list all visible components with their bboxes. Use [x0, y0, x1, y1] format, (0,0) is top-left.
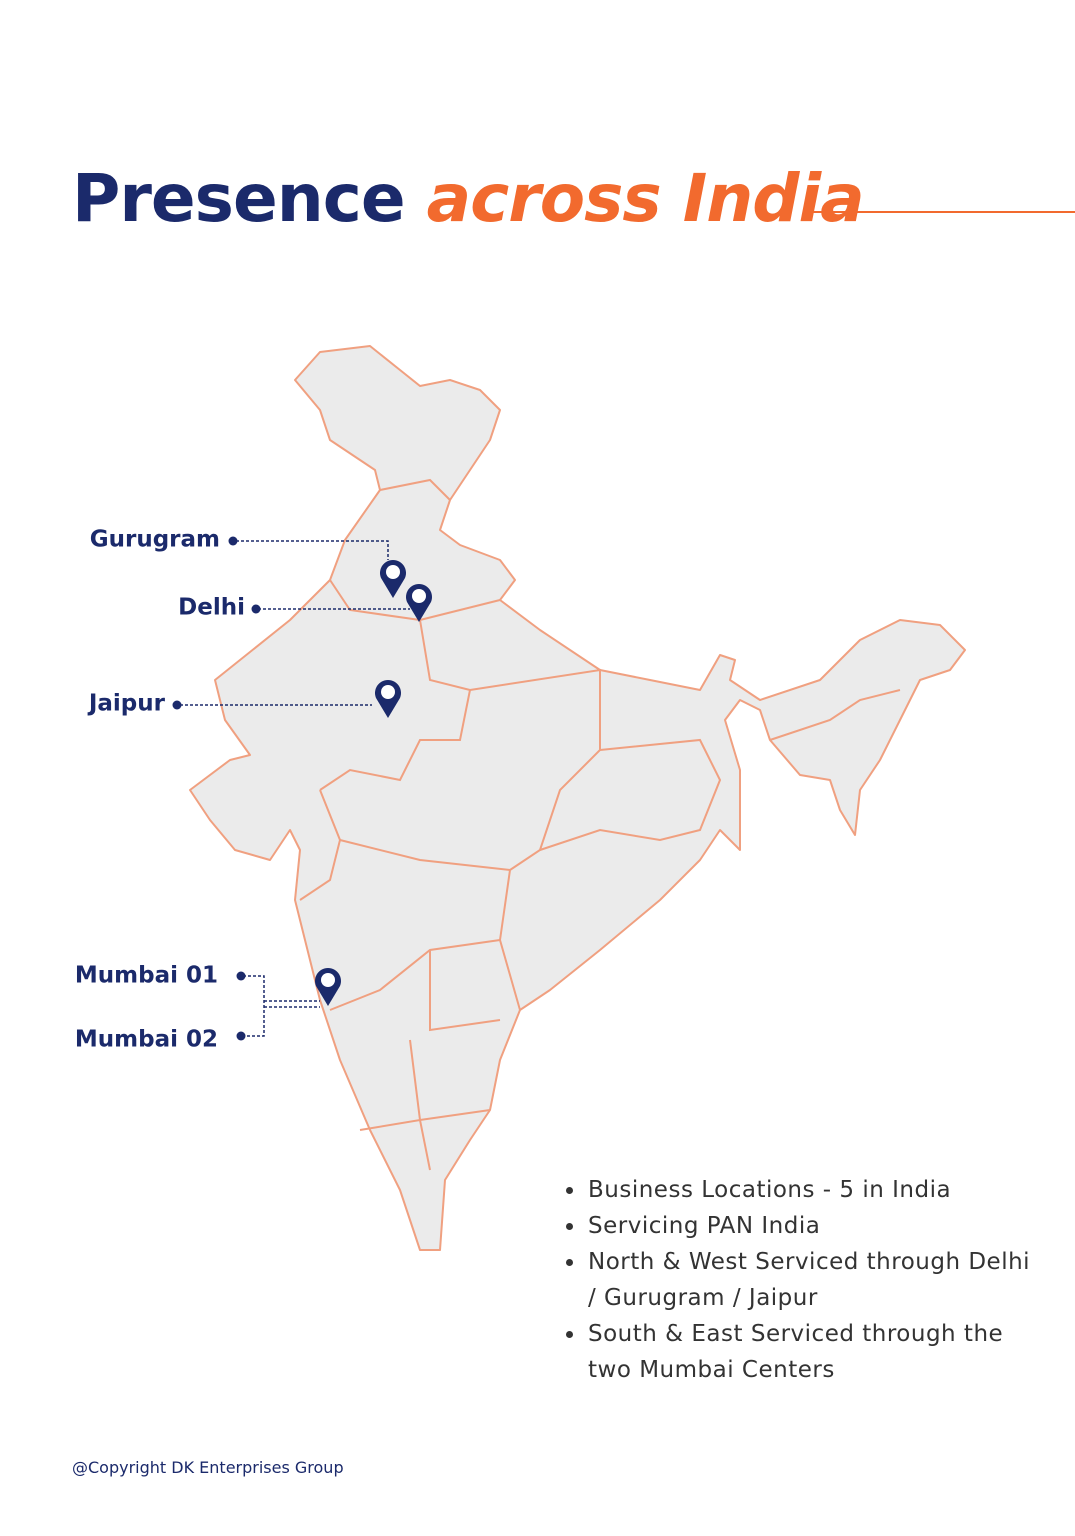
- title-main: Presence: [72, 160, 406, 237]
- state-borders: [299, 478, 901, 1171]
- location-dots: [172, 536, 261, 1041]
- india-outline: [189, 345, 966, 1251]
- location-label: Mumbai 01: [75, 963, 218, 989]
- location-label: Jaipur: [87, 691, 166, 717]
- bullet-list: Business Locations - 5 in India Servicin…: [558, 1172, 1036, 1388]
- title-accent: across India: [426, 160, 865, 237]
- location-label: Mumbai 02: [75, 1027, 218, 1053]
- location-label: Delhi: [178, 595, 245, 621]
- leader-lines: [180, 540, 410, 1037]
- map-pins: [315, 560, 432, 1006]
- bullet: South & East Serviced through the two Mu…: [586, 1316, 1036, 1388]
- bullet: North & West Serviced through Delhi / Gu…: [586, 1244, 1036, 1316]
- location-label: Gurugram: [90, 527, 220, 553]
- copyright: @Copyright DK Enterprises Group: [72, 1458, 344, 1477]
- bullet: Business Locations - 5 in India: [586, 1172, 1036, 1208]
- title-rule: [805, 211, 1075, 213]
- title: Presence across India: [72, 160, 865, 237]
- bullet: Servicing PAN India: [586, 1208, 1036, 1244]
